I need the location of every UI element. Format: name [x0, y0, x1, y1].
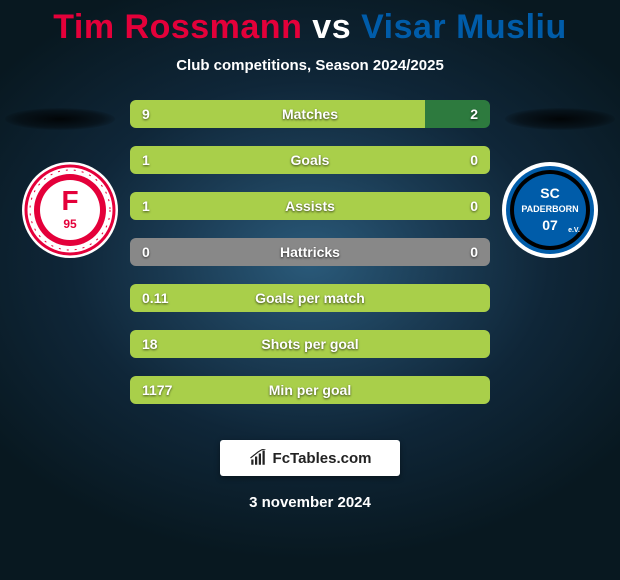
shadow-right: [505, 108, 615, 130]
brand-box: FcTables.com: [220, 440, 400, 476]
svg-text:PADERBORN: PADERBORN: [521, 204, 578, 214]
chart-icon: [249, 449, 267, 467]
subtitle: Club competitions, Season 2024/2025: [0, 57, 620, 74]
page-title: Tim Rossmann vs Visar Musliu: [0, 0, 620, 47]
shadow-left: [5, 108, 115, 130]
club-crest-right: SC PADERBORN 07 e.V.: [500, 160, 600, 260]
stat-label: Matches: [130, 106, 490, 122]
club-crest-left: F 95: [20, 160, 120, 260]
title-player2: Visar Musliu: [361, 8, 567, 46]
content-root: Tim Rossmann vs Visar Musliu Club compet…: [0, 0, 620, 580]
paderborn-icon: SC PADERBORN 07 e.V.: [500, 160, 600, 260]
date-text: 3 november 2024: [0, 494, 620, 511]
stat-row: 00Hattricks: [130, 238, 490, 266]
stat-row: 18Shots per goal: [130, 330, 490, 358]
comparison-arena: F 95 SC PADERBORN 07 e.V. 92Matches 10Goa…: [0, 100, 620, 410]
svg-text:F: F: [61, 185, 78, 216]
stat-label: Goals per match: [130, 290, 490, 306]
stat-bars: 92Matches 10Goals 10Assists 00Hattricks 0.11…: [130, 100, 490, 404]
svg-text:07: 07: [542, 217, 558, 233]
stat-label: Min per goal: [130, 382, 490, 398]
stat-label: Assists: [130, 198, 490, 214]
stat-row: 1177Min per goal: [130, 376, 490, 404]
stat-label: Hattricks: [130, 244, 490, 260]
stat-row: 0.11Goals per match: [130, 284, 490, 312]
svg-text:95: 95: [63, 217, 77, 231]
title-player1: Tim Rossmann: [53, 8, 302, 46]
svg-text:SC: SC: [540, 185, 559, 201]
stat-label: Goals: [130, 152, 490, 168]
svg-text:e.V.: e.V.: [568, 227, 580, 234]
brand-text: FcTables.com: [273, 450, 372, 467]
title-vs: vs: [312, 8, 351, 46]
stat-row: 10Goals: [130, 146, 490, 174]
stat-label: Shots per goal: [130, 336, 490, 352]
fortuna-icon: F 95: [20, 160, 120, 260]
stat-row: 92Matches: [130, 100, 490, 128]
stat-row: 10Assists: [130, 192, 490, 220]
